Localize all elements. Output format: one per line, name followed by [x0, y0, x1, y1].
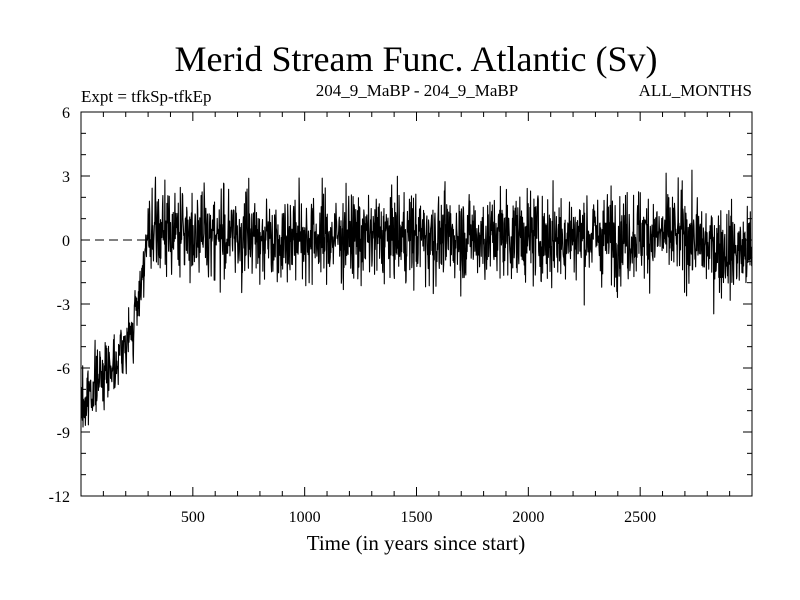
y-tick-label: -6 — [57, 361, 70, 378]
x-axis-label: Time (in years since start) — [307, 531, 526, 555]
chart-title: Merid Stream Func. Atlantic (Sv) — [175, 39, 658, 79]
x-tick-label: 2000 — [512, 509, 544, 526]
y-tick-label: -9 — [57, 425, 70, 442]
x-tick-label: 2500 — [624, 509, 656, 526]
y-tick-label: 3 — [62, 169, 70, 186]
y-tick-label: -3 — [57, 297, 70, 314]
series-layer — [80, 169, 753, 428]
subtitle-months: ALL_MONTHS — [639, 81, 752, 100]
y-tick-label: -12 — [49, 489, 70, 506]
axis-ticks: 500 1000 1500 2000 2500 6 3 0 -3 -6 -9 -12 — [49, 105, 752, 526]
y-tick-label: 0 — [62, 233, 70, 250]
subtitle-experiment: Expt = tfkSp-tfkEp — [81, 87, 211, 106]
x-tick-label: 1500 — [401, 509, 433, 526]
x-tick-label: 500 — [181, 509, 205, 526]
subtitle-period: 204_9_MaBP - 204_9_MaBP — [316, 81, 518, 100]
y-tick-label: 6 — [62, 105, 70, 122]
plot-frame — [80, 111, 753, 497]
x-tick-label: 1000 — [289, 509, 321, 526]
series-line — [80, 169, 753, 428]
